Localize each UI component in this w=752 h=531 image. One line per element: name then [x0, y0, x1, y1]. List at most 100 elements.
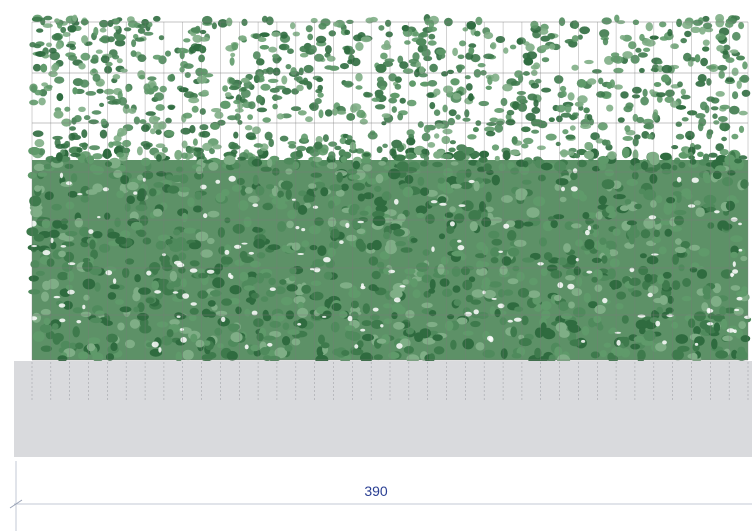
leaf: [91, 68, 97, 73]
foliage-gap: [738, 248, 743, 252]
leaf: [348, 174, 361, 180]
leaf: [199, 29, 207, 35]
leaf: [329, 184, 342, 192]
leaf: [136, 146, 143, 156]
leaf: [605, 205, 615, 214]
leaf: [636, 116, 644, 124]
leaf: [290, 22, 296, 30]
leaf: [667, 28, 673, 37]
leaf: [114, 34, 126, 41]
leaf: [68, 342, 78, 349]
leaf: [78, 106, 86, 113]
leaf: [350, 311, 359, 320]
leaf: [95, 310, 105, 317]
leaf: [232, 223, 245, 234]
foliage-gap: [42, 250, 51, 256]
leaf: [107, 36, 115, 43]
leaf: [450, 161, 459, 166]
leaf: [721, 136, 727, 142]
leaf: [116, 58, 123, 64]
leaf: [80, 311, 92, 317]
leaf: [706, 130, 713, 140]
leaf: [193, 147, 203, 152]
leaf: [243, 216, 252, 228]
leaf: [318, 109, 324, 119]
leaf: [421, 302, 433, 309]
leaf: [517, 102, 528, 112]
leaf: [609, 279, 622, 290]
leaf: [594, 284, 603, 292]
leaf: [59, 288, 72, 297]
leaf: [62, 32, 71, 37]
leaf: [653, 82, 662, 87]
leaf: [318, 334, 325, 345]
leaf: [569, 125, 576, 131]
leaf: [252, 51, 261, 60]
leaf: [56, 152, 63, 162]
foliage-gap: [360, 328, 366, 332]
leaf: [660, 162, 672, 171]
leaf: [197, 268, 205, 274]
leaf: [675, 334, 689, 344]
foliage-gap: [572, 168, 578, 174]
leaf: [433, 109, 441, 116]
leaf: [659, 295, 668, 305]
leaf: [452, 93, 462, 100]
leaf: [550, 219, 558, 229]
leaf: [295, 150, 303, 158]
leaf: [695, 207, 705, 218]
leaf: [372, 215, 386, 227]
leaf: [231, 42, 239, 51]
leaf: [601, 17, 612, 25]
foliage-gap: [154, 290, 162, 294]
leaf: [86, 155, 94, 165]
foliage-gap: [181, 293, 190, 299]
leaf: [657, 274, 665, 285]
leaf: [635, 319, 648, 330]
leaf: [512, 101, 520, 111]
leaf: [442, 186, 454, 194]
leaf: [680, 88, 686, 96]
leaf: [374, 104, 386, 110]
leaf: [617, 117, 625, 123]
leaf: [624, 199, 632, 205]
leaf: [515, 193, 526, 201]
leaf: [557, 257, 568, 266]
foliage-gap: [614, 331, 622, 334]
leaf: [555, 178, 569, 186]
leaf: [591, 257, 602, 263]
leaf: [451, 250, 464, 257]
leaf: [308, 183, 317, 189]
leaf: [61, 118, 72, 127]
leaf: [104, 161, 113, 167]
leaf: [29, 83, 38, 93]
leaf: [634, 203, 642, 210]
leaf: [724, 154, 736, 166]
leaf: [329, 241, 339, 250]
leaf: [741, 286, 748, 293]
leaf: [522, 160, 529, 168]
leaf: [399, 61, 409, 69]
leaf: [52, 219, 63, 229]
leaf: [462, 330, 474, 336]
leaf: [468, 46, 475, 55]
leaf: [718, 70, 725, 79]
leaf: [677, 345, 690, 352]
leaf: [742, 61, 748, 70]
leaf: [391, 312, 398, 320]
leaf: [565, 134, 576, 140]
foliage-gap: [655, 320, 661, 327]
leaf: [484, 126, 495, 132]
leaf: [656, 95, 663, 103]
leaf: [650, 67, 659, 72]
leaf: [442, 128, 453, 135]
foliage-gap: [676, 176, 682, 183]
leaf: [265, 289, 276, 297]
foliage-gap: [67, 289, 75, 295]
leaf: [326, 55, 336, 62]
leaf: [667, 295, 674, 304]
leaf: [283, 157, 296, 165]
leaf: [412, 52, 420, 62]
leaf: [702, 170, 710, 182]
leaf: [666, 197, 676, 204]
